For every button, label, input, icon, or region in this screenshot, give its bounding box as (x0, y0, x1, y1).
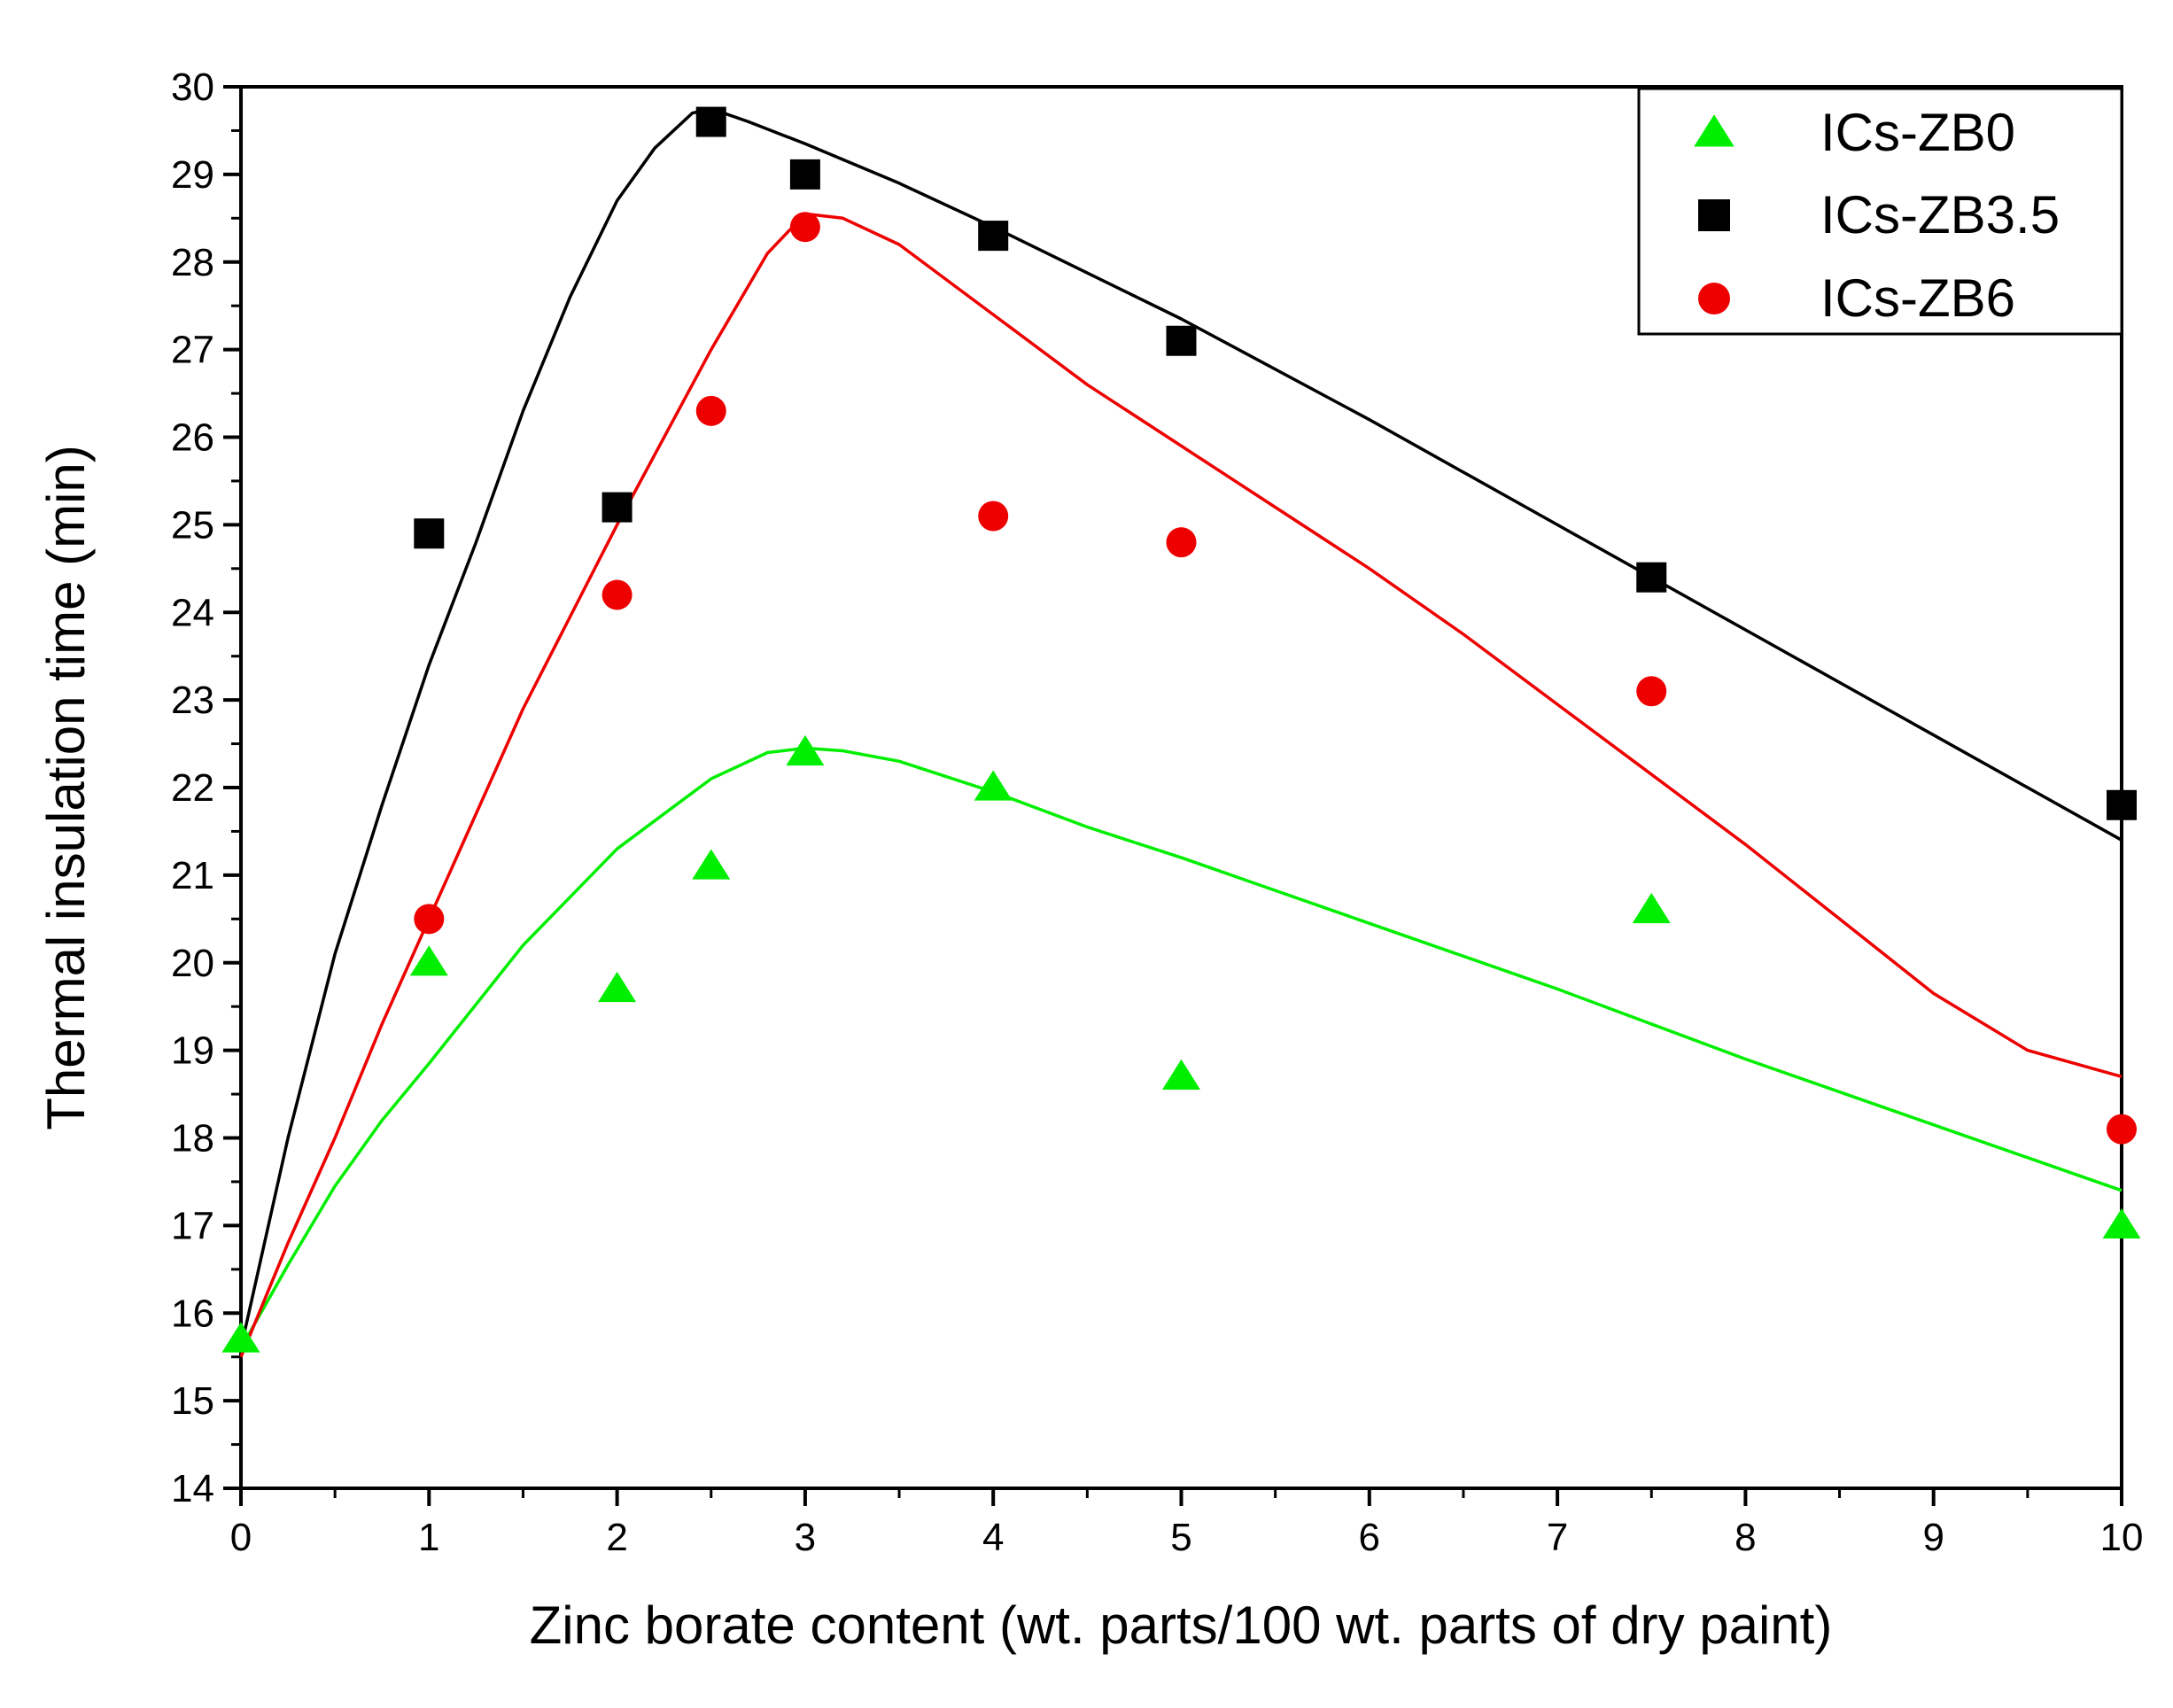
data-point-ics-zb3-5 (789, 159, 820, 190)
y-tick-label: 15 (171, 1379, 214, 1423)
y-tick-label: 18 (171, 1117, 214, 1161)
legend-marker-ics-zb0 (1694, 114, 1735, 147)
data-point-ics-zb6 (1166, 527, 1197, 558)
y-tick-label: 26 (171, 416, 214, 460)
data-point-ics-zb6 (1636, 676, 1667, 707)
fit-curve-ics-zb6 (239, 212, 2123, 1358)
y-axis-title: Thermal insulation time (min) (36, 445, 96, 1130)
data-point-ics-zb6 (695, 395, 726, 426)
data-point-ics-zb6 (789, 212, 820, 243)
data-point-ics-zb0 (2102, 1207, 2141, 1239)
y-tick-label: 24 (171, 591, 214, 634)
x-tick-label: 6 (1359, 1516, 1380, 1559)
data-point-ics-zb3-5 (2107, 789, 2137, 820)
data-point-ics-zb6 (414, 904, 445, 935)
x-axis-ticks: 0 1 2 3 4 5 6 7 8 9 10 (230, 1488, 2144, 1559)
data-point-ics-zb3-5 (601, 492, 632, 523)
y-tick-label: 29 (171, 153, 214, 197)
y-tick-label: 28 (171, 241, 214, 284)
y-tick-label: 25 (171, 503, 214, 547)
fit-curve-ics-zb0 (239, 746, 2123, 1349)
y-tick-label: 27 (171, 329, 214, 372)
x-tick-label: 1 (418, 1516, 439, 1559)
data-point-ics-zb6 (601, 579, 632, 610)
y-tick-label: 20 (171, 942, 214, 985)
data-point-ics-zb6 (978, 501, 1009, 532)
data-point-ics-zb0 (786, 734, 825, 766)
x-tick-label: 0 (230, 1516, 252, 1559)
y-tick-label: 21 (171, 854, 214, 897)
x-tick-label: 9 (1922, 1516, 1944, 1559)
legend: ICs-ZB0 ICs-ZB3.5 ICs-ZB6 (1637, 87, 2123, 336)
legend-label-ics-zb6: ICs-ZB6 (1820, 268, 2015, 328)
x-tick-label: 2 (606, 1516, 627, 1559)
legend-markers (1694, 114, 1735, 314)
data-point-ics-zb6 (2107, 1114, 2137, 1145)
legend-marker-ics-zb3-5 (1698, 199, 1730, 231)
data-point-ics-zb0 (221, 1322, 260, 1353)
data-point-ics-zb0 (409, 945, 448, 976)
x-tick-label: 7 (1547, 1516, 1568, 1559)
x-tick-label: 4 (982, 1516, 1004, 1559)
x-axis-title: Zinc borate content (wt. parts/100 wt. p… (530, 1595, 1833, 1655)
y-tick-label: 17 (171, 1204, 214, 1247)
data-point-ics-zb0 (1632, 892, 1671, 924)
data-point-ics-zb0 (1161, 1059, 1201, 1090)
y-tick-label: 14 (171, 1467, 214, 1510)
data-point-ics-zb3-5 (978, 221, 1009, 252)
data-point-ics-zb0 (974, 770, 1013, 801)
data-point-ics-zb0 (598, 971, 637, 1003)
y-tick-label: 19 (171, 1029, 214, 1073)
x-tick-label: 8 (1735, 1516, 1756, 1559)
y-tick-label: 30 (171, 66, 214, 109)
legend-marker-ics-zb6 (1698, 283, 1730, 314)
x-tick-label: 5 (1170, 1516, 1191, 1559)
data-point-ics-zb0 (692, 849, 731, 880)
data-point-ics-zb3-5 (695, 106, 726, 137)
y-tick-label: 23 (171, 679, 214, 722)
legend-label-ics-zb3-5: ICs-ZB3.5 (1820, 185, 2060, 245)
data-points (221, 106, 2141, 1353)
x-tick-label: 10 (2100, 1516, 2144, 1559)
y-tick-label: 22 (171, 766, 214, 810)
data-point-ics-zb3-5 (1166, 325, 1197, 356)
y-axis-ticks: 14 15 16 17 18 19 20 21 22 23 24 25 26 27 28 29 30 (171, 66, 241, 1510)
y-tick-label: 16 (171, 1292, 214, 1335)
data-point-ics-zb3-5 (1636, 562, 1667, 593)
x-tick-label: 3 (795, 1516, 816, 1559)
legend-label-ics-zb0: ICs-ZB0 (1820, 103, 2015, 162)
data-point-ics-zb3-5 (414, 518, 445, 549)
